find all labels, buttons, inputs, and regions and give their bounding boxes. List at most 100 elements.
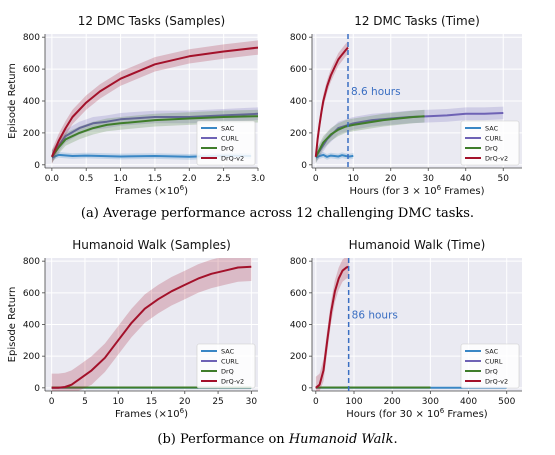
series-line-drq	[314, 115, 425, 158]
legend: SAC CURL DrQ DrQ-v2	[460, 343, 520, 389]
chart-panel-4: 0 100 200 300 400 500 0 200 400 600 800 Humanoid Wa…	[290, 238, 522, 420]
chart-title: 12 DMC Tasks (Time)	[354, 14, 480, 28]
legend-box	[196, 120, 256, 166]
y-tick-label-4: 800	[290, 33, 307, 43]
y-tick-label-3: 600	[23, 65, 40, 75]
legend-box	[460, 120, 520, 166]
legend-label-curl: CURL	[485, 135, 503, 143]
x-tick-label-5: 25	[212, 397, 223, 407]
series-line-curl	[51, 112, 258, 158]
legend-label-sac: SAC	[485, 348, 499, 356]
x-tick-label-3: 1.5	[148, 174, 162, 184]
x-tick-label-3: 15	[146, 397, 157, 407]
legend-label-drq: DrQ	[485, 145, 498, 153]
y-tick-label-0: 0	[34, 161, 40, 171]
x-tick-label-3: 30	[423, 174, 435, 184]
x-tick-label-3: 300	[422, 397, 439, 407]
y-tick-label-0: 0	[301, 384, 307, 394]
legend-label-drq-v2: DrQ-v2	[221, 378, 244, 386]
x-tick-label-4: 400	[460, 397, 477, 407]
legend-label-curl: CURL	[221, 358, 239, 366]
y-tick-label-1: 200	[23, 129, 40, 139]
y-axis-label: Episode Return	[7, 287, 18, 363]
series-band-drq-v2	[315, 258, 349, 391]
y-axis-label: Episode Return	[7, 63, 18, 139]
x-tick-label-6: 30	[246, 397, 258, 407]
series-line-drq-v2	[314, 46, 349, 157]
chart-title: Humanoid Walk (Time)	[349, 238, 486, 252]
y-tick-label-1: 200	[290, 352, 307, 362]
caption-b-prefix: (b) Performance on	[157, 432, 289, 447]
x-axis-label: Frames (×106)	[115, 407, 188, 420]
y-tick-label-1: 200	[23, 352, 40, 362]
series-line-drq-v2	[315, 265, 350, 389]
legend-label-drq-v2: DrQ-v2	[485, 155, 508, 163]
series-line-drq-v2	[51, 265, 252, 389]
legend-label-drq-v2: DrQ-v2	[221, 155, 244, 163]
x-tick-label-4: 20	[179, 397, 191, 407]
series-line-sac	[315, 153, 354, 159]
legend: SAC CURL DrQ DrQ-v2	[460, 120, 520, 166]
caption-b-suffix: .	[393, 432, 398, 447]
legend-label-sac: SAC	[221, 125, 235, 133]
y-tick-label-3: 600	[290, 65, 307, 75]
chart-panel-3: 0 5 10 15 20 25 30 0 200 400 600 800 Humanoid Walk (…	[7, 238, 258, 420]
chart-title: Humanoid Walk (Samples)	[72, 238, 231, 252]
legend-label-sac: SAC	[485, 125, 499, 133]
time-marker-label: 86 hours	[352, 310, 398, 322]
legend-box	[196, 343, 256, 389]
legend-label-sac: SAC	[221, 348, 235, 356]
chart-title: 12 DMC Tasks (Samples)	[78, 14, 225, 28]
legend: SAC CURL DrQ DrQ-v2	[196, 120, 256, 166]
x-tick-label-1: 10	[348, 174, 360, 184]
chart-panel-2: 0 10 20 30 40 50 0 200 400 600 800 12 DMC Tasks (Ti…	[290, 14, 522, 197]
series-band-drq-v2	[51, 258, 252, 391]
x-tick-label-1: 0.5	[79, 174, 93, 184]
x-tick-label-4: 2.0	[182, 174, 197, 184]
legend-label-curl: CURL	[485, 358, 503, 366]
y-tick-label-4: 800	[23, 33, 40, 43]
y-tick-label-4: 800	[23, 257, 40, 267]
y-tick-label-1: 200	[290, 129, 307, 139]
y-tick-label-2: 400	[290, 321, 307, 331]
caption-a: (a) Average performance across 12 challe…	[80, 206, 475, 221]
series-band-drq	[315, 109, 425, 164]
x-tick-label-2: 200	[384, 397, 401, 407]
series-line-drq	[51, 115, 258, 158]
x-tick-label-5: 2.5	[216, 174, 230, 184]
y-tick-label-0: 0	[34, 384, 40, 394]
x-tick-label-0: 0.0	[45, 174, 60, 184]
x-tick-label-5: 500	[498, 397, 515, 407]
caption-b-italic: Humanoid Walk	[288, 432, 394, 447]
legend-label-drq-v2: DrQ-v2	[485, 378, 508, 386]
series-line-drq-v2	[50, 46, 258, 158]
x-axis-label: Hours (for 30 × 106 Frames)	[346, 407, 488, 420]
legend-box	[460, 343, 520, 389]
y-tick-label-2: 400	[23, 321, 40, 331]
x-tick-label-2: 1.0	[113, 174, 128, 184]
legend-label-drq: DrQ	[221, 145, 234, 153]
x-tick-label-2: 20	[385, 174, 397, 184]
x-tick-label-0: 0	[313, 174, 319, 184]
x-tick-label-1: 5	[82, 397, 88, 407]
y-tick-label-2: 400	[23, 97, 40, 107]
y-tick-label-0: 0	[301, 161, 307, 171]
plot-series-group	[314, 41, 504, 164]
x-tick-label-2: 10	[112, 397, 124, 407]
x-tick-label-4: 40	[460, 174, 472, 184]
y-tick-label-3: 600	[23, 289, 40, 299]
x-tick-label-0: 0	[313, 397, 319, 407]
legend: SAC CURL DrQ DrQ-v2	[196, 343, 256, 389]
y-tick-label-3: 600	[290, 289, 307, 299]
y-tick-label-4: 800	[290, 257, 307, 267]
x-tick-label-6: 3.0	[251, 174, 266, 184]
chart-panel-1: 0.0 0.5 1.0 1.5 2.0 2.5 3.0 0 200 400 600 800 12 DMC…	[7, 14, 265, 197]
y-tick-label-2: 400	[290, 97, 307, 107]
plot-series-group	[315, 258, 507, 391]
time-marker-label: 8.6 hours	[351, 86, 401, 98]
caption-b: (b) Performance on Humanoid Walk.	[0, 432, 555, 447]
x-tick-label-0: 0	[49, 397, 55, 407]
legend-label-curl: CURL	[221, 135, 239, 143]
x-axis-label: Hours (for 3 × 106 Frames)	[349, 184, 484, 197]
